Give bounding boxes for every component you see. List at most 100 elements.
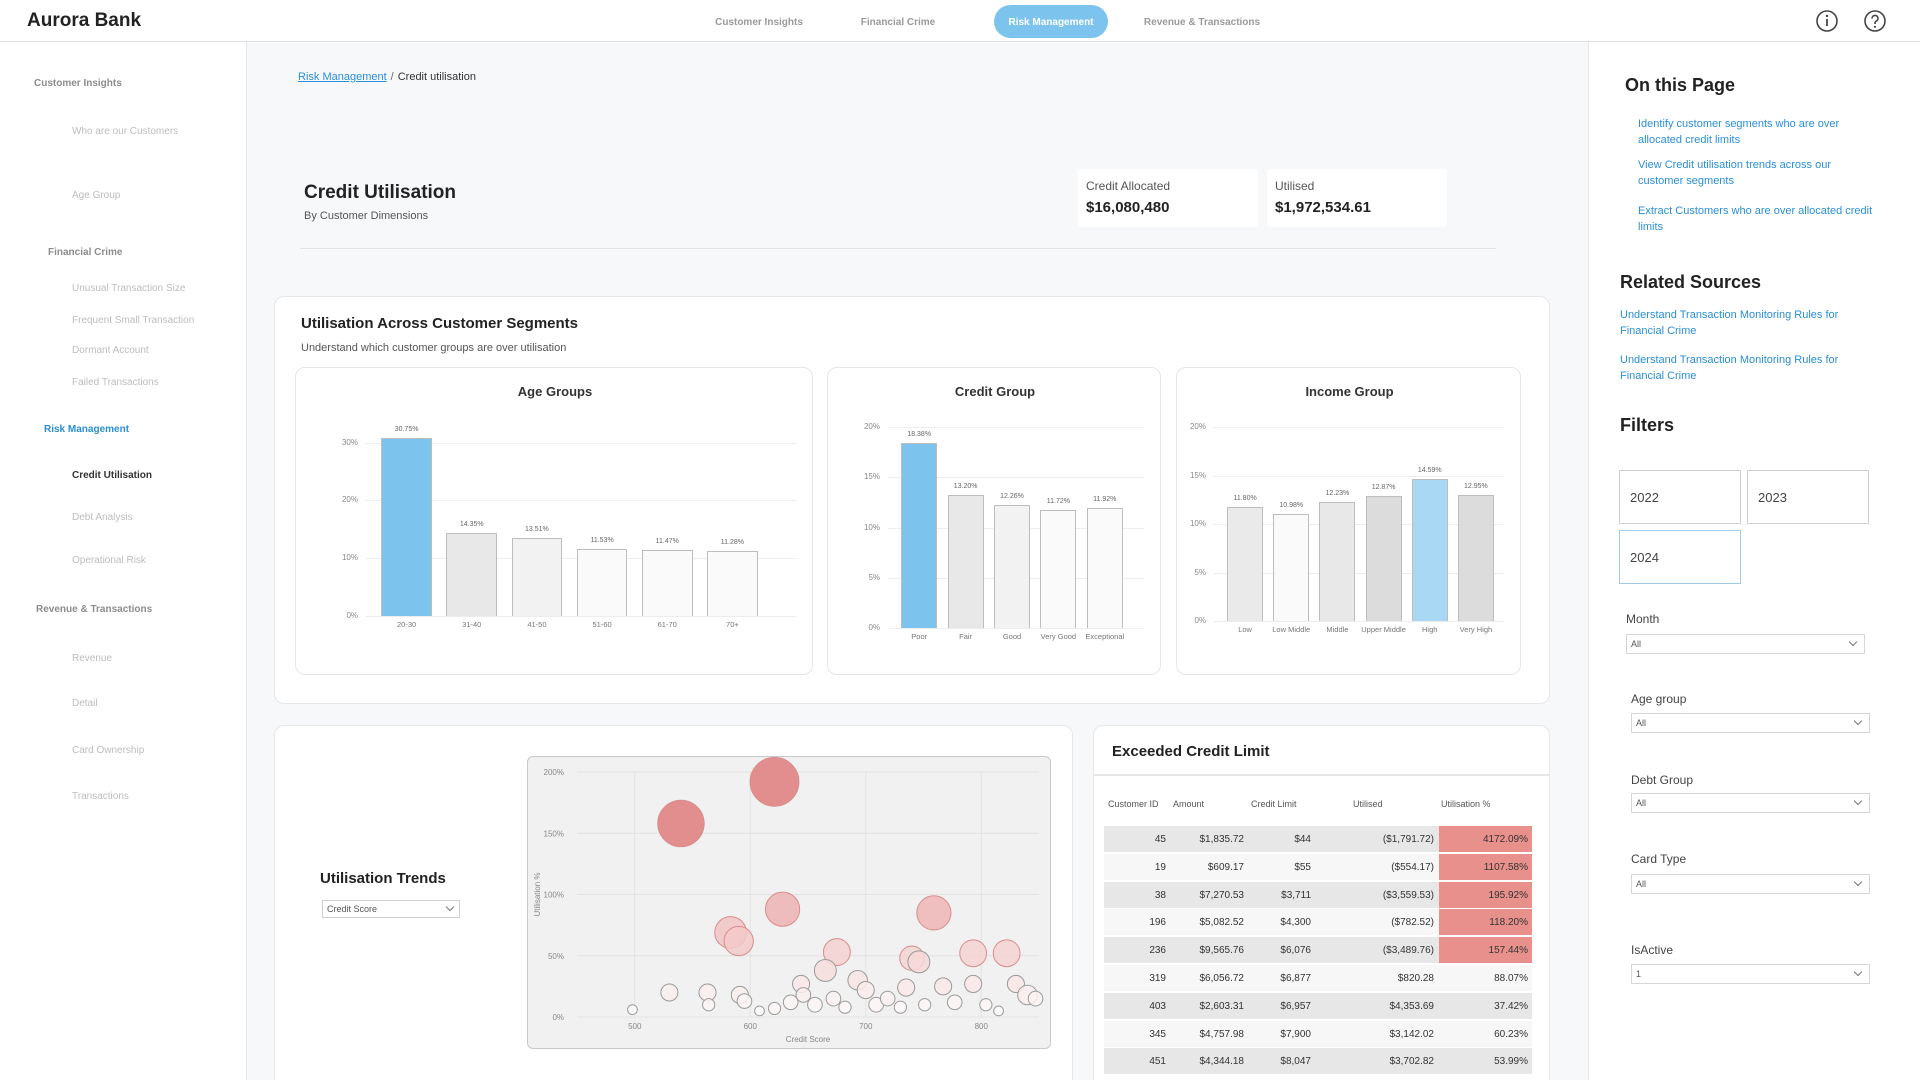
bar: [901, 443, 938, 628]
x-tick-label: 700: [859, 1022, 873, 1031]
column-header[interactable]: Credit Limit: [1251, 799, 1297, 809]
sidebar-item[interactable]: Dormant Account: [72, 345, 149, 356]
table-cell: $44: [1294, 834, 1311, 845]
table-cell: 195.92%: [1488, 889, 1528, 901]
bubble: [795, 987, 812, 1003]
table-cell: $6,877: [1280, 973, 1311, 984]
filter-dropdown[interactable]: 1: [1631, 964, 1870, 984]
column-header[interactable]: Customer ID: [1108, 799, 1159, 809]
page-link[interactable]: Extract Customers who are over allocated…: [1638, 205, 1873, 233]
sidebar-item[interactable]: Frequent Small Transaction: [72, 315, 195, 326]
filter-dropdown[interactable]: All: [1631, 713, 1870, 733]
source-link[interactable]: Understand Transaction Monitoring Rules …: [1620, 354, 1839, 382]
page-title: Credit Utilisation: [304, 182, 457, 203]
table-cell: 451: [1149, 1056, 1166, 1068]
value-label: 11.47%: [655, 537, 679, 545]
sidebar-item[interactable]: Failed Transactions: [72, 377, 159, 388]
header-bar: [0, 0, 1920, 42]
sidebar-section[interactable]: Risk Management: [44, 424, 130, 435]
sidebar-section[interactable]: Customer Insights: [34, 78, 122, 89]
table-title: Exceeded Credit Limit: [1112, 743, 1270, 760]
page-link[interactable]: View Credit utilisation trends across ou…: [1638, 159, 1831, 187]
sidebar-item[interactable]: Credit Utilisation: [72, 470, 153, 481]
table-cell: $2,603.31: [1199, 1000, 1245, 1012]
dropdown-value: All: [1636, 718, 1647, 728]
table-cell: $3,142.02: [1389, 1028, 1435, 1040]
grid-line: [1214, 524, 1504, 525]
bubble: [702, 998, 716, 1012]
x-tick-label: Low: [1238, 625, 1252, 634]
y-tick-label: 200%: [544, 768, 564, 777]
nav-item[interactable]: Customer Insights: [715, 17, 803, 28]
table-cell: $8,047: [1280, 1056, 1311, 1068]
sidebar-item[interactable]: Card Ownership: [72, 745, 145, 756]
y-tick-label: 20%: [863, 422, 880, 431]
filter-dropdown[interactable]: All: [1626, 634, 1865, 654]
bubble: [959, 939, 988, 968]
kpi-card: Utilised $1,972,534.61: [1267, 169, 1447, 227]
y-tick-label: 10%: [863, 522, 880, 532]
filter-label: IsActive: [1631, 943, 1674, 957]
x-tick-label: Middle: [1326, 625, 1349, 634]
sidebar-item[interactable]: Operational Risk: [72, 555, 146, 566]
value-label: 11.53%: [590, 537, 614, 545]
value-label: 13.51%: [525, 525, 549, 533]
bubble: [782, 994, 799, 1011]
table-cell: 157.44%: [1488, 945, 1528, 957]
column-header[interactable]: Utilisation %: [1441, 799, 1491, 809]
sidebar-item[interactable]: Unusual Transaction Size: [72, 283, 186, 294]
bubble: [946, 994, 963, 1011]
year-button[interactable]: 2024: [1619, 530, 1741, 584]
sidebar-section[interactable]: Revenue & Transactions: [36, 604, 153, 615]
trends-dropdown[interactable]: Credit Score: [322, 900, 460, 918]
x-tick-label: Exceptional: [1085, 632, 1125, 641]
sidebar-item[interactable]: Detail: [72, 698, 98, 709]
year-button[interactable]: 2022: [1619, 470, 1741, 524]
y-tick-label: 20%: [1189, 422, 1206, 431]
year-button[interactable]: 2023: [1747, 470, 1869, 524]
sidebar-section[interactable]: Financial Crime: [48, 247, 123, 258]
table-cell: $1,835.72: [1199, 834, 1245, 845]
bubble: [765, 891, 801, 927]
filter-dropdown[interactable]: All: [1631, 874, 1870, 894]
help-icon[interactable]: [1863, 9, 1887, 33]
table-cell: 1107.58%: [1483, 861, 1528, 873]
filter-dropdown[interactable]: All: [1631, 793, 1870, 813]
sidebar-item[interactable]: Debt Analysis: [72, 512, 133, 523]
kpi-label: Credit Allocated: [1086, 179, 1171, 193]
chart-card: Income Group 0% 5% 10% 15% 20% 11.80% Low 10.98%…: [1176, 367, 1521, 675]
sidebar-item[interactable]: Revenue: [72, 653, 113, 664]
table-cell: $4,344.18: [1199, 1056, 1245, 1068]
column-header[interactable]: Utilised: [1353, 799, 1383, 809]
table-row: [1104, 1020, 1532, 1047]
table-cell: 319: [1149, 973, 1166, 984]
kpi-card: Credit Allocated $16,080,480: [1078, 169, 1258, 227]
nav-item[interactable]: Financial Crime: [860, 17, 936, 28]
nav-pill[interactable]: [994, 5, 1108, 38]
table-cell: 53.99%: [1494, 1056, 1528, 1068]
chart-card: Age Groups 0% 10% 20% 30% 30.75% 20-30 14.35% 31…: [295, 367, 813, 675]
bubble: [825, 990, 842, 1007]
nav-item[interactable]: Risk Management: [1008, 17, 1094, 28]
nav-item[interactable]: Revenue & Transactions: [1143, 17, 1261, 28]
bubble: [660, 983, 679, 1002]
x-tick-label: Low Middle: [1272, 625, 1311, 634]
breadcrumb-link[interactable]: Risk Management: [298, 71, 387, 83]
dropdown-value: All: [1636, 879, 1647, 889]
y-tick-label: 5%: [868, 572, 880, 582]
value-label: 12.87%: [1371, 484, 1396, 492]
info-icon[interactable]: [1815, 9, 1839, 33]
table-row: [1104, 965, 1532, 991]
sidebar-item[interactable]: Age Group: [72, 190, 121, 201]
table-cell: 403: [1149, 1000, 1166, 1012]
sidebar-item[interactable]: Transactions: [72, 791, 129, 802]
bubble: [754, 1005, 765, 1017]
page-link[interactable]: Identify customer segments who are over …: [1638, 118, 1840, 146]
bubble: [736, 993, 753, 1009]
sidebar-item[interactable]: Who are our Customers: [72, 126, 179, 137]
y-tick-label: 10%: [1189, 519, 1206, 528]
table-cell: $3,702.82: [1389, 1056, 1435, 1068]
table-cell: 60.23%: [1494, 1028, 1528, 1040]
column-header[interactable]: Amount: [1173, 799, 1205, 809]
source-link[interactable]: Understand Transaction Monitoring Rules …: [1620, 309, 1839, 337]
